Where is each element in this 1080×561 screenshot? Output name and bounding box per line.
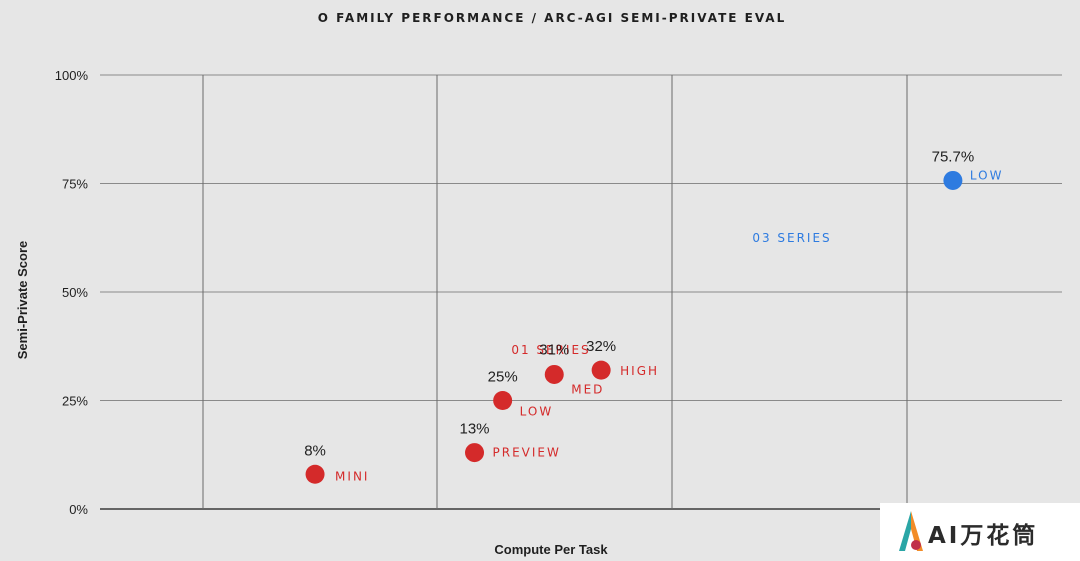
y-tick-label: 100%: [55, 68, 89, 83]
data-label: 25%: [488, 369, 518, 386]
series-label-o3: 03 SERIES: [752, 231, 831, 245]
data-point: [493, 391, 513, 410]
data-label: 75.7%: [932, 148, 975, 165]
data-label: 8%: [304, 442, 326, 459]
ai-logo-icon: [899, 511, 923, 551]
point-label: LOW: [520, 405, 554, 419]
point-label: MED: [571, 382, 604, 396]
data-point: [544, 364, 564, 384]
data-label: 31%: [539, 341, 569, 358]
data-label: 13%: [460, 421, 490, 438]
data-point: [591, 360, 611, 380]
watermark-text: AI万花筒: [928, 523, 1039, 549]
data-point: [465, 443, 485, 463]
data-points: 8% MINI 13%PREVIEW 25% LOW 31% MED 32% HIGH 75.7%…: [304, 148, 1004, 484]
y-tick-label: 75%: [62, 177, 88, 192]
grid: [100, 74, 1062, 510]
data-label: 32%: [586, 338, 616, 355]
series-label-o1: 01 SERIES: [511, 343, 590, 357]
y-tick-label: 0%: [69, 502, 88, 517]
y-axis-ticks: 0% 25% 50% 75% 100%: [55, 68, 89, 517]
x-axis-label: Compute Per Task: [494, 542, 608, 557]
point-label: MINI: [335, 469, 369, 483]
data-point: [305, 464, 325, 484]
y-tick-label: 25%: [62, 394, 88, 409]
chart-title: O FAMILY PERFORMANCE / ARC-AGI SEMI-PRIV…: [318, 11, 787, 25]
y-tick-label: 50%: [62, 285, 88, 300]
data-point: [943, 170, 963, 190]
point-label: PREVIEW: [493, 446, 561, 460]
watermark-logo: AI万花筒: [880, 503, 1080, 561]
y-axis-label: Semi-Private Score: [15, 241, 30, 360]
point-label: HIGH: [620, 364, 659, 378]
point-label: LOW: [970, 168, 1004, 182]
